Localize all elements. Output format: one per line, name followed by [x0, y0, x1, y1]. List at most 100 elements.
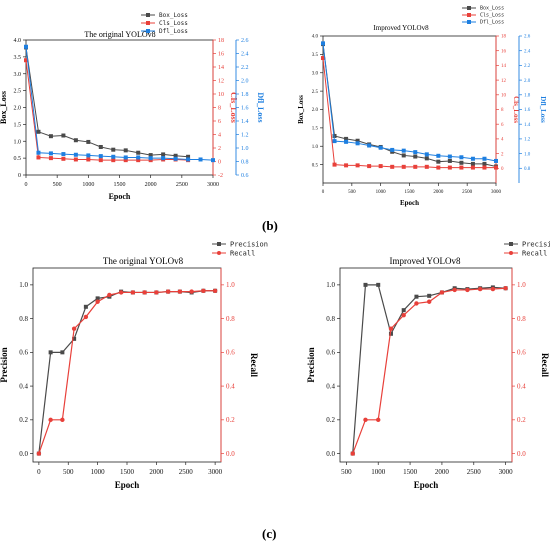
data-point-dfl-loss	[211, 158, 215, 163]
data-point-box-loss	[36, 129, 41, 134]
data-point-dfl-loss	[413, 150, 418, 155]
data-point-dfl-loss	[123, 155, 128, 160]
x-tick-label: 0	[322, 190, 325, 195]
data-point-cls-loss	[355, 163, 360, 168]
y2-tick-label: 16	[501, 49, 507, 54]
chart-c-improved: Improved YOLOv8 500 1000 1500 2000 2500 3000 Ep…	[306, 240, 550, 490]
y3-tick-label: 1.8	[241, 92, 249, 98]
data-point-precision	[376, 282, 381, 287]
data-point-dfl-loss	[447, 154, 452, 159]
data-point-recall	[48, 417, 53, 423]
data-point-dfl-loss	[61, 152, 66, 157]
y3-tick-label: 2.6	[524, 35, 531, 40]
y-tick-label: 2.5	[14, 89, 22, 95]
y3-tick-label: 1.2	[524, 138, 531, 143]
y-tick-label: 0.6	[19, 349, 28, 357]
data-point-dfl-loss	[186, 157, 191, 162]
x-tick-label: 2500	[176, 182, 188, 188]
y-tick-label: 0.8	[326, 315, 335, 323]
data-point-dfl-loss	[73, 152, 78, 157]
data-point-cls-loss	[459, 165, 464, 170]
y-tick-label: 4.0	[14, 38, 22, 44]
y-tick-label: 2.0	[14, 106, 22, 112]
y2-tick-label: 2	[501, 152, 504, 157]
x-tick-label: 2000	[145, 182, 157, 188]
data-point-cls-loss	[482, 165, 487, 170]
x-axis-label: Epoch	[400, 199, 419, 207]
legend-label: Recall	[230, 249, 255, 257]
data-point-dfl-loss	[470, 156, 475, 161]
data-point-dfl-loss	[148, 156, 153, 161]
chart-title: The original YOLOv8	[103, 256, 184, 266]
y2-tick-label: 0.2	[517, 416, 526, 424]
data-point-recall	[130, 290, 136, 295]
data-point-cls-loss	[73, 157, 78, 162]
y2-tick-label: 0.8	[226, 315, 235, 323]
y-tick-label: 3.5	[14, 55, 22, 61]
x-tick-label: 3000	[491, 190, 502, 195]
legend-marker	[146, 13, 150, 17]
data-point-recall	[165, 289, 171, 294]
data-point-cls-loss	[401, 164, 406, 169]
y-tick-label: 1.0	[326, 281, 335, 289]
data-point-box-loss	[148, 153, 153, 158]
y2-axis-label: Cls_Loss	[229, 92, 238, 123]
data-point-cls-loss	[413, 164, 418, 169]
data-point-dfl-loss	[36, 150, 41, 155]
y3-tick-label: 2.0	[241, 79, 249, 85]
data-point-dfl-loss	[86, 153, 91, 158]
legend-label: Box_Loss	[159, 12, 188, 19]
data-point-dfl-loss	[321, 41, 325, 46]
y3-tick-label: 2.2	[524, 64, 531, 69]
data-point-cls-loss	[436, 165, 441, 170]
data-point-box-loss	[98, 144, 103, 149]
y-tick-label: 0.4	[326, 382, 335, 390]
caption-b: (b)	[262, 218, 278, 233]
y3-tick-label: 1.8	[524, 93, 531, 98]
data-point-precision	[83, 304, 88, 309]
data-point-recall	[107, 292, 112, 298]
legend-label: Dfl_Loss	[159, 28, 188, 35]
legend-label: Cls_Loss	[159, 20, 188, 27]
chart-title: Improved YOLOv8	[373, 24, 429, 32]
data-point-precision	[363, 282, 368, 287]
legend-label: Recall	[522, 249, 547, 257]
plot-frame	[339, 267, 513, 463]
data-point-dfl-loss	[482, 156, 487, 161]
data-point-cls-loss	[61, 156, 66, 161]
y-tick-label: 3.5	[312, 53, 319, 58]
legend-marker	[146, 29, 150, 33]
y3-tick-label: 0.6	[241, 173, 249, 179]
data-point-box-loss	[413, 154, 418, 159]
series-line-box_loss	[322, 44, 497, 167]
plot-frame	[322, 35, 497, 184]
data-point-dfl-loss	[355, 141, 360, 146]
y-tick-label: 0.6	[326, 349, 335, 357]
data-point-recall	[376, 417, 381, 423]
y2-tick-label: 0	[501, 167, 504, 172]
data-point-dfl-loss	[424, 152, 429, 157]
y2-tick-label: 0.0	[517, 450, 526, 458]
y-tick-label: 1.0	[19, 281, 28, 289]
y-axis-label: Box_Loss	[297, 95, 305, 124]
y2-tick-label: 14	[218, 65, 224, 71]
data-point-cls-loss	[36, 155, 41, 160]
data-point-dfl-loss	[136, 155, 141, 160]
y2-axis-label: Cls_Loss	[512, 96, 520, 123]
y2-tick-label: 6	[218, 119, 221, 125]
y2-tick-label: 10	[501, 93, 507, 98]
legend-marker	[146, 21, 150, 25]
legend-label: Precision	[522, 240, 550, 248]
data-point-recall	[426, 299, 432, 304]
y-tick-label: 1.0	[14, 139, 22, 145]
data-point-box-loss	[447, 158, 452, 163]
y2-tick-label: 12	[501, 79, 507, 84]
data-point-dfl-loss	[344, 139, 349, 144]
y3-tick-label: 2.0	[524, 79, 531, 84]
data-point-recall	[154, 290, 159, 295]
legend-marker	[509, 251, 513, 255]
data-point-dfl-loss	[332, 139, 337, 144]
data-point-box-loss	[482, 161, 487, 166]
x-tick-label: 1500	[405, 190, 416, 195]
y3-axis-label: Dfl_Loss	[256, 92, 265, 122]
